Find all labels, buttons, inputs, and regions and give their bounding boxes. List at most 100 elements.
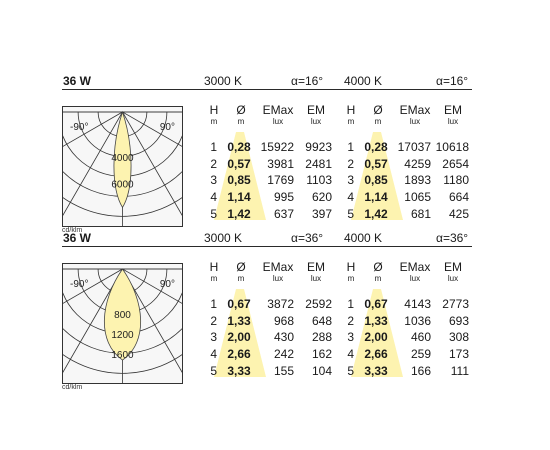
row-emax: 1893 — [404, 173, 431, 188]
row-emax: 155 — [273, 363, 294, 378]
beam-angle-label-4000: α=36° — [436, 231, 469, 245]
column-em-title: EM — [444, 103, 462, 117]
row-em: 10618 — [435, 140, 469, 154]
row-height: 4 — [347, 347, 354, 362]
row-emax: 4143 — [404, 297, 431, 311]
color-temp-3000-label: 3000 K — [204, 231, 243, 245]
section-header: 36 W 3000 K α=16° 4000 K α=16° — [62, 72, 472, 90]
row-diameter: 1,33 — [227, 313, 251, 328]
row-diameter: 0,85 — [227, 173, 251, 188]
row-height: 1 — [347, 140, 354, 154]
row-emax: 637 — [273, 206, 294, 221]
column-diameter-unit: m — [374, 274, 382, 283]
row-em: 2773 — [442, 297, 469, 311]
column-em-unit: lux — [447, 117, 459, 126]
row-diameter: 0,85 — [364, 173, 388, 188]
column-emax-title: EMax — [262, 260, 294, 274]
column-diameter-unit: m — [237, 117, 245, 126]
row-emax: 460 — [410, 330, 431, 345]
row-em: 425 — [448, 206, 469, 221]
row-height: 5 — [210, 363, 217, 378]
row-emax: 1036 — [404, 313, 431, 328]
row-em: 308 — [448, 330, 469, 345]
angle-label-right: 90° — [160, 279, 175, 290]
beam-angle-label-4000: α=16° — [436, 74, 469, 88]
column-diameter-unit: m — [237, 274, 245, 283]
row-diameter: 3,33 — [364, 363, 388, 378]
color-temp-4000-label: 4000 K — [344, 231, 383, 245]
angle-label-right: 90° — [160, 122, 175, 133]
row-emax: 995 — [273, 190, 294, 205]
row-height: 1 — [210, 297, 217, 311]
column-height-unit: m — [210, 117, 218, 126]
column-em-header: EM lux — [295, 261, 337, 283]
column-emax-title: EMax — [399, 103, 431, 117]
row-em: 397 — [311, 206, 332, 221]
polar-intensity-diagram: -90° 90° 800 1200 1600 — [62, 263, 183, 384]
row-diameter: 0,57 — [227, 156, 251, 171]
column-emax-title: EMax — [262, 103, 294, 117]
light-cone-shape — [351, 132, 403, 220]
section-header: 36 W 3000 K α=36° 4000 K α=36° — [62, 229, 472, 247]
row-height: 2 — [210, 156, 217, 171]
column-emax-title: EMax — [399, 260, 431, 274]
light-cone-shape — [351, 289, 403, 377]
row-diameter: 0,28 — [364, 140, 388, 154]
column-em-title: EM — [307, 103, 325, 117]
row-height: 2 — [210, 313, 217, 328]
ring-value-label: 4000 — [111, 153, 134, 164]
column-em-header: EM lux — [432, 104, 474, 126]
column-height-unit: m — [347, 274, 355, 283]
section-narrow: 36 W 3000 K α=16° 4000 K α=16° -90° 90° 4000 600… — [0, 72, 550, 234]
row-height: 3 — [347, 330, 354, 345]
color-temp-3000-label: 3000 K — [204, 74, 243, 88]
column-diameter-title: Ø — [236, 103, 246, 117]
light-cone-shape — [214, 132, 266, 220]
row-height: 2 — [347, 156, 354, 171]
row-diameter: 3,33 — [227, 363, 251, 378]
wattage-label: 36 W — [63, 231, 92, 245]
column-height-title: H — [209, 260, 219, 274]
row-emax: 3981 — [267, 156, 294, 171]
row-diameter: 2,00 — [227, 330, 251, 345]
polar-radial-line — [122, 111, 183, 148]
ring-value-label: 800 — [114, 310, 131, 321]
row-diameter: 0,28 — [227, 140, 251, 154]
row-em: 2592 — [305, 297, 332, 311]
row-diameter: 1,14 — [364, 190, 388, 205]
polar-radial-line — [122, 111, 183, 218]
row-diameter: 1,33 — [364, 313, 388, 328]
column-emax-header: EMax lux — [394, 104, 436, 126]
row-em: 648 — [311, 313, 332, 328]
row-em: 1103 — [306, 173, 332, 188]
column-em-title: EM — [444, 260, 462, 274]
row-emax: 15922 — [260, 140, 294, 154]
row-emax: 3872 — [267, 297, 294, 311]
polar-intensity-diagram: -90° 90° 4000 6000 — [62, 106, 183, 227]
ring-value-label: 1600 — [111, 350, 134, 361]
row-emax: 17037 — [397, 140, 431, 154]
row-height: 3 — [210, 330, 217, 345]
row-em: 693 — [448, 313, 469, 328]
beam-angle-label-3000: α=16° — [291, 74, 324, 88]
row-emax: 681 — [410, 206, 431, 221]
angle-label-left: -90° — [70, 279, 88, 290]
row-diameter: 1,42 — [364, 206, 388, 221]
row-em: 2654 — [442, 156, 469, 171]
column-em-title: EM — [307, 260, 325, 274]
column-emax-header: EMax lux — [257, 261, 299, 283]
column-em-unit: lux — [310, 274, 322, 283]
column-height-title: H — [209, 103, 219, 117]
row-emax: 166 — [410, 363, 431, 378]
ring-value-label: 1200 — [111, 330, 134, 341]
row-diameter: 2,00 — [364, 330, 388, 345]
column-emax-header: EMax lux — [394, 261, 436, 283]
light-cone-highlight — [351, 132, 403, 220]
row-diameter: 1,14 — [227, 190, 251, 205]
row-height: 4 — [210, 347, 217, 362]
polar-radial-line — [62, 268, 123, 305]
row-diameter: 2,66 — [364, 347, 388, 362]
